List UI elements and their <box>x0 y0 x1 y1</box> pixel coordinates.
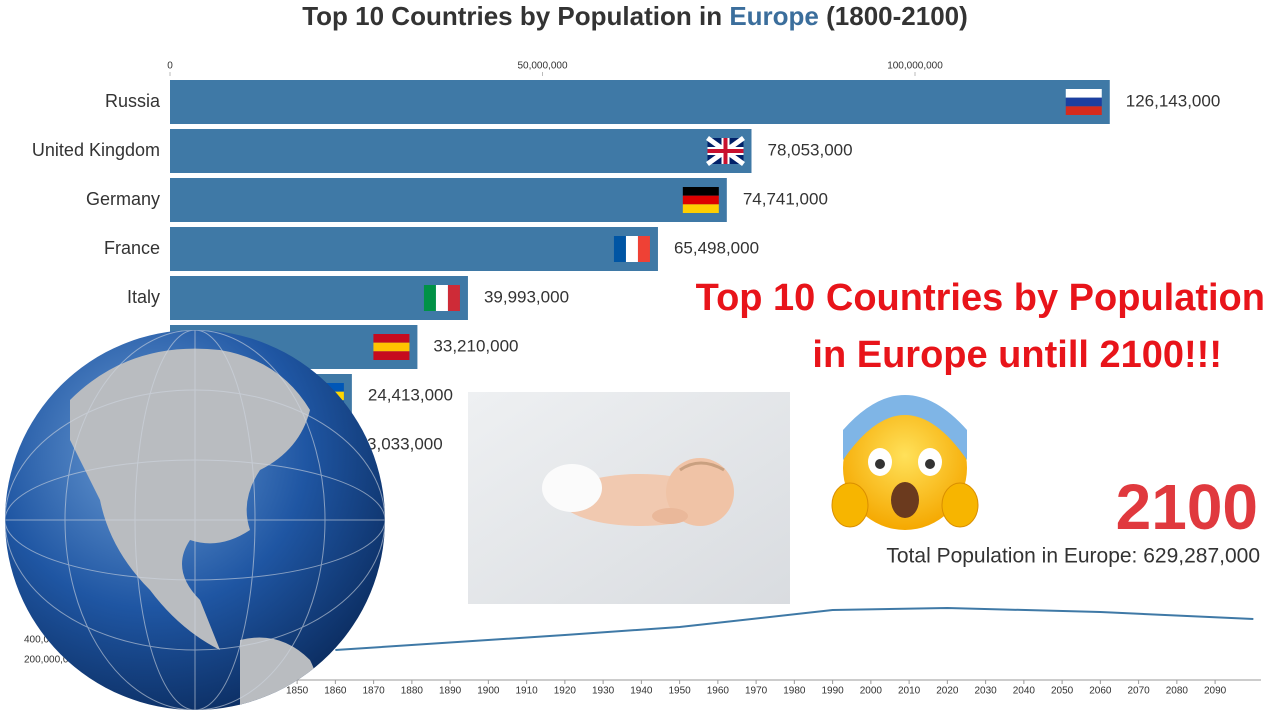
x-tick-label: 50,000,000 <box>517 61 567 72</box>
value-label: 23,033,000 <box>358 434 443 453</box>
total-label: Total Population in Europe: 629,287,000 <box>886 545 1260 568</box>
category-label: Germany <box>86 189 160 209</box>
category-label: Russia <box>105 91 161 111</box>
x-tick-label: 1940 <box>630 686 653 697</box>
x-tick-label: 2010 <box>898 686 921 697</box>
flag-stripe <box>625 236 638 262</box>
flag-stripe <box>682 204 719 213</box>
flag-stripe <box>682 187 719 196</box>
x-tick-label: 1890 <box>439 686 462 697</box>
flag-stripe <box>373 351 410 360</box>
bar <box>170 276 468 320</box>
baby-photo <box>468 392 790 604</box>
value-label: 74,741,000 <box>743 189 828 208</box>
x-tick-label: 2080 <box>1166 686 1189 697</box>
value-label: 65,498,000 <box>674 238 759 257</box>
x-tick-label: 2070 <box>1127 686 1150 697</box>
emoji <box>831 395 979 530</box>
x-tick-label: 1920 <box>554 686 577 697</box>
flag-stripe <box>1065 89 1102 98</box>
flag-stripe <box>373 342 410 352</box>
flag-cross <box>707 138 744 164</box>
bar <box>170 129 752 173</box>
x-tick-label: 2030 <box>974 686 997 697</box>
value-label: 78,053,000 <box>767 140 852 159</box>
flag-stripe <box>613 236 626 262</box>
x-tick-label: 2040 <box>1013 686 1036 697</box>
category-label: France <box>104 238 160 258</box>
flag-stripe <box>423 285 436 311</box>
flag-stripe <box>1065 97 1102 107</box>
flag-stripe <box>637 236 650 262</box>
x-tick-label: 1970 <box>745 686 768 697</box>
flag <box>373 334 410 360</box>
bar <box>170 80 1110 124</box>
flag <box>1065 89 1102 115</box>
flag-stripe <box>682 195 719 205</box>
x-tick-label: 2020 <box>936 686 959 697</box>
x-tick-label: 2050 <box>1051 686 1074 697</box>
x-tick-label: 1960 <box>707 686 730 697</box>
flag <box>423 285 460 311</box>
x-tick-label: 2000 <box>860 686 883 697</box>
x-tick-label: 1900 <box>477 686 500 697</box>
bar <box>170 227 658 271</box>
flag <box>706 135 745 167</box>
flag <box>613 236 650 262</box>
x-tick-label: 1930 <box>592 686 615 697</box>
value-label: 39,993,000 <box>484 287 569 306</box>
x-tick-label: 2090 <box>1204 686 1227 697</box>
flag-stripe <box>373 334 410 343</box>
y-tick-label: 200,000,000 <box>24 655 80 666</box>
headline-line-1: Top 10 Countries by Population <box>696 277 1265 319</box>
globe <box>5 330 385 710</box>
x-tick-label: 0 <box>167 61 173 72</box>
bar <box>170 178 727 222</box>
flag-stripe <box>1065 106 1102 115</box>
x-tick-label: 100,000,000 <box>887 61 943 72</box>
value-label: 33,210,000 <box>433 336 518 355</box>
x-tick-label: 1880 <box>401 686 424 697</box>
category-label: United Kingdom <box>32 140 160 160</box>
x-tick-label: 1870 <box>362 686 385 697</box>
flag-stripe <box>447 285 460 311</box>
x-tick-label: 1950 <box>668 686 691 697</box>
category-label: Italy <box>127 287 160 307</box>
x-tick-label: 1910 <box>515 686 538 697</box>
chart-title: Top 10 Countries by Population in Europe… <box>302 1 968 31</box>
flag <box>682 187 719 213</box>
x-tick-label: 1860 <box>324 686 347 697</box>
year-label: 2100 <box>1116 471 1258 543</box>
value-label: 24,413,000 <box>368 385 453 404</box>
x-tick-label: 1990 <box>821 686 844 697</box>
x-tick-label: 1980 <box>783 686 806 697</box>
value-label: 126,143,000 <box>1126 91 1221 110</box>
population-line <box>335 606 1254 651</box>
x-tick-label: 2060 <box>1089 686 1112 697</box>
headline-line-2: in Europe untill 2100!!! <box>812 334 1222 376</box>
flag-stripe <box>435 285 448 311</box>
x-tick-label: 1850 <box>286 686 309 697</box>
